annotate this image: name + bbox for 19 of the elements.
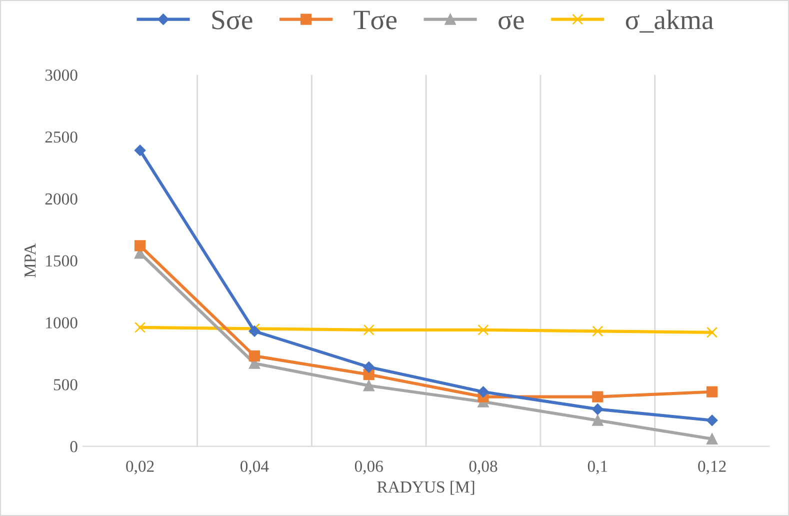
y-tick-label: 2500 (45, 131, 78, 143)
x-tick-label: 0,06 (354, 460, 383, 474)
x-tick-label: 0,1 (588, 460, 608, 474)
legend-label: Sσe (212, 10, 252, 30)
y-tick-label: 500 (54, 379, 78, 390)
legend-label: σ_akma (626, 10, 714, 33)
legend-label: σe (498, 14, 524, 30)
y-tick-label: 1500 (46, 255, 78, 267)
y-tick-label: 3000 (45, 70, 78, 81)
x-tick-label: 0,12 (698, 460, 726, 474)
y-tick-label: 0 (70, 441, 78, 452)
x-axis-title: RADYUS [M] (377, 480, 474, 495)
x-tick-label: 0,04 (240, 460, 269, 474)
x-tick-label: 0,08 (469, 460, 498, 474)
x-tick-label: 0,02 (126, 460, 154, 474)
y-tick-label: 2000 (45, 193, 78, 205)
y-tick-label: 1000 (46, 317, 78, 328)
y-axis-title: MPA (24, 243, 36, 278)
legend-label: Tσe (354, 10, 397, 30)
